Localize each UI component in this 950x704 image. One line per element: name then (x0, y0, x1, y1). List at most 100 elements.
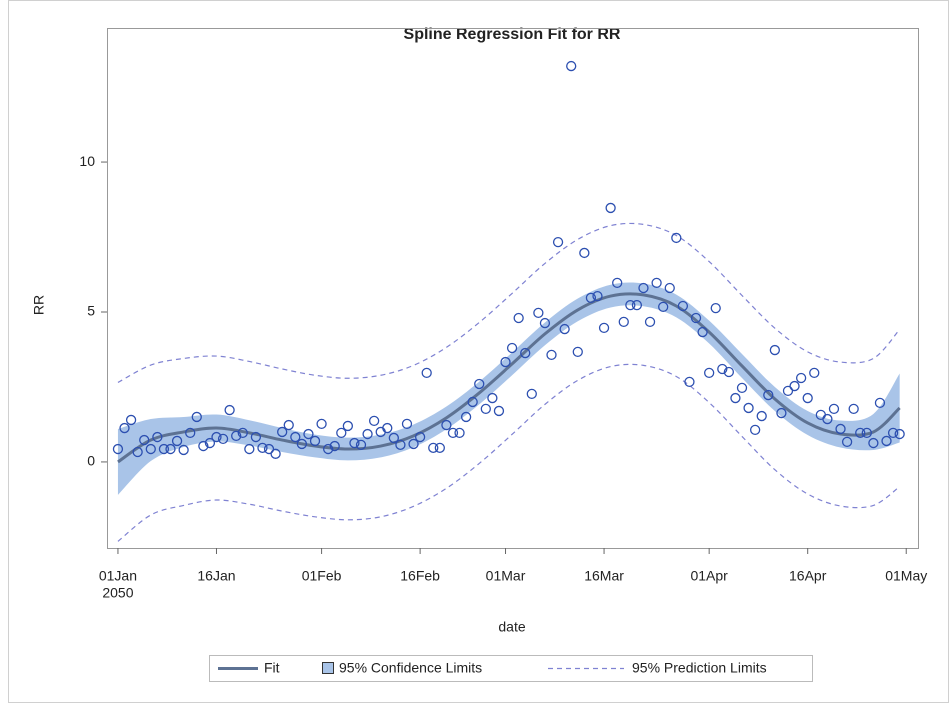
data-point (520, 347, 531, 359)
y-tick-label: 5 (87, 303, 95, 319)
data-point (874, 397, 886, 409)
data-point (579, 247, 590, 259)
data-point (263, 443, 275, 455)
x-tick-label: 16Apr (789, 568, 827, 584)
data-point (257, 442, 268, 453)
data-point (447, 427, 459, 438)
x-tick-label: 01May (885, 568, 927, 584)
data-point (112, 443, 124, 455)
data-point (355, 439, 367, 450)
data-point (658, 301, 669, 313)
data-point (651, 277, 662, 289)
data-point (250, 431, 262, 443)
data-point (533, 307, 544, 319)
data-point (303, 428, 314, 440)
data-point (559, 323, 570, 335)
data-point (572, 346, 583, 358)
y-axis-label: RR (31, 295, 47, 315)
data-point (460, 411, 472, 423)
data-point (454, 427, 465, 438)
legend-label: 95% Confidence Limits (339, 660, 482, 676)
data-point (237, 427, 248, 438)
legend: Fit 95% Confidence Limits 95% Prediction L… (218, 660, 767, 676)
data-point (329, 440, 340, 452)
data-point (690, 312, 702, 324)
data-point (145, 443, 156, 455)
data-point (749, 424, 761, 435)
data-point (631, 299, 643, 311)
data-point (802, 392, 813, 404)
data-point (605, 202, 616, 214)
data-point (782, 385, 794, 397)
legend-cl-swatch (322, 662, 334, 674)
data-point (467, 396, 478, 408)
data-point (493, 405, 505, 417)
prediction-limit (117, 222, 901, 383)
data-point (671, 232, 682, 244)
data-point (887, 427, 899, 438)
data-point (408, 438, 419, 450)
data-point (224, 404, 235, 416)
data-point (323, 443, 334, 455)
y-tick-label: 0 (87, 453, 95, 469)
data-point (664, 282, 675, 294)
data-point (414, 431, 426, 443)
data-point (434, 442, 445, 453)
data-point (119, 422, 130, 434)
data-point (828, 403, 840, 415)
data-point (428, 442, 439, 453)
data-point (756, 410, 767, 422)
data-point (244, 443, 255, 455)
data-point (723, 366, 735, 378)
data-point (795, 372, 807, 384)
data-point (848, 403, 859, 415)
data-point (644, 316, 656, 328)
data-point (513, 312, 524, 324)
data-point (158, 443, 170, 455)
data-point (480, 403, 491, 415)
data-point (500, 356, 511, 368)
data-point (894, 428, 905, 440)
data-point (395, 439, 406, 450)
data-point (139, 434, 150, 446)
data-point (165, 443, 176, 455)
data-point (198, 440, 209, 452)
data-point (211, 431, 222, 443)
x-tick-label: 16Mar (584, 568, 624, 584)
legend-label: 95% Prediction Limits (632, 660, 767, 676)
data-point (362, 428, 373, 440)
data-point (855, 427, 866, 438)
data-point (730, 392, 741, 404)
data-point (191, 411, 202, 423)
x-tick-sublabel: 2050 (102, 585, 133, 601)
data-point (388, 432, 399, 444)
data-point (539, 317, 551, 329)
confidence-band (117, 282, 900, 495)
x-tick-label: 01Mar (486, 568, 526, 584)
y-tick-label: 10 (79, 153, 95, 169)
chart-title: Spline Regression Fit for RR (404, 26, 621, 43)
data-point (835, 423, 846, 435)
data-point (546, 349, 557, 361)
data-point (585, 292, 597, 304)
data-point (283, 419, 294, 431)
fit-line (117, 292, 901, 464)
data-point (421, 367, 432, 379)
prediction-limit (117, 363, 901, 542)
data-point (552, 236, 564, 248)
data-point (152, 431, 163, 443)
data-point (684, 376, 695, 388)
data-point (401, 418, 413, 429)
data-point (204, 437, 216, 449)
data-point (769, 344, 781, 356)
data-point (382, 422, 393, 434)
data-point (717, 363, 728, 375)
data-point (185, 427, 196, 438)
data-point (526, 388, 537, 400)
data-point (763, 389, 774, 401)
frame (8, 0, 949, 703)
data-point (618, 316, 629, 328)
data-point (743, 402, 754, 414)
data-point (171, 435, 183, 447)
